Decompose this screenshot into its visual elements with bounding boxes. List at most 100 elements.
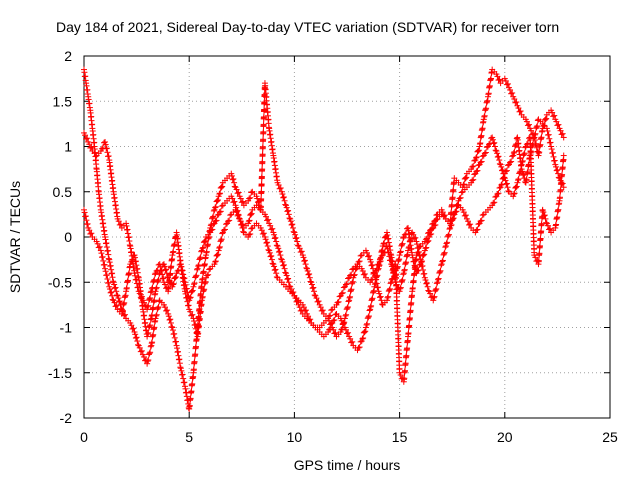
- data-point: [430, 212, 440, 227]
- data-point: [413, 261, 423, 277]
- data-point: [560, 152, 567, 159]
- data-point: [383, 280, 394, 304]
- data-point: [497, 161, 508, 181]
- data-point: [152, 271, 163, 295]
- y-tick-label: 0: [64, 229, 72, 245]
- data-point: [371, 266, 381, 290]
- data-point: [421, 274, 432, 294]
- data-point: [93, 166, 102, 194]
- data-point: [375, 252, 385, 268]
- plot-frame: [83, 55, 611, 419]
- data-point: [451, 201, 461, 218]
- data-point: [304, 310, 314, 323]
- data-point: [169, 273, 179, 290]
- data-point: [194, 301, 205, 340]
- data-point: [522, 116, 532, 129]
- data-point: [224, 212, 234, 227]
- y-tick-labels: 2 1.5 1 0.5 0 -0.5 -1 -1.5 -2: [48, 48, 72, 426]
- data-point: [308, 279, 318, 299]
- data-point: [165, 310, 175, 330]
- y-tick-label: -0.5: [48, 274, 72, 290]
- data-point: [375, 288, 386, 308]
- data-point: [556, 125, 566, 138]
- data-point: [371, 261, 381, 277]
- data-point: [409, 252, 419, 273]
- data-point: [514, 162, 525, 186]
- data-point: [484, 69, 495, 100]
- grid: [84, 56, 610, 418]
- data-point: [510, 183, 520, 200]
- data-point: [548, 107, 558, 120]
- data-point: [358, 328, 369, 345]
- data-point: [396, 271, 407, 295]
- data-point: [81, 66, 89, 84]
- data-point: [409, 229, 419, 242]
- data-point: [270, 261, 280, 280]
- y-tick-label: 2: [64, 48, 72, 64]
- data-point: [493, 184, 503, 200]
- data-point: [341, 298, 352, 322]
- data-point: [472, 221, 482, 236]
- data-point: [489, 194, 499, 209]
- x-tick-label: 0: [80, 429, 88, 445]
- x-tick-label: 15: [392, 429, 408, 445]
- data-point: [518, 144, 529, 168]
- data-point: [417, 251, 428, 268]
- data-point: [362, 307, 373, 331]
- data-point: [367, 287, 377, 313]
- data-point: [93, 238, 103, 251]
- data-point: [476, 118, 487, 150]
- y-tick-label: -2: [60, 410, 73, 426]
- data-point: [346, 266, 356, 281]
- data-point: [106, 157, 117, 192]
- data-point: [341, 275, 352, 290]
- data-point: [97, 206, 108, 238]
- data-point: [278, 188, 289, 208]
- data-point: [85, 93, 93, 111]
- data-point: [123, 220, 133, 249]
- x-tick-label: 25: [602, 429, 618, 445]
- data-point: [472, 147, 482, 164]
- data-point: [560, 184, 567, 191]
- data-points: [81, 66, 567, 412]
- data-point: [173, 229, 184, 264]
- chart-title: Day 184 of 2021, Sidereal Day-to-day VTE…: [56, 19, 559, 35]
- data-point: [510, 93, 520, 106]
- data-point: [169, 324, 179, 345]
- data-point: [346, 333, 356, 346]
- data-point: [463, 181, 473, 191]
- data-point: [287, 215, 297, 235]
- data-point: [552, 161, 562, 181]
- data-point: [102, 138, 112, 160]
- data-point: [95, 188, 104, 210]
- x-tick-label: 20: [497, 429, 513, 445]
- data-point: [186, 306, 196, 319]
- data-point: [539, 206, 550, 226]
- data-point: [556, 156, 567, 204]
- data-point: [400, 251, 411, 277]
- data-point: [97, 247, 108, 269]
- x-tick-label: 5: [185, 429, 193, 445]
- data-point: [367, 270, 377, 286]
- data-point: [160, 261, 171, 280]
- data-point: [362, 247, 373, 260]
- data-point: [472, 162, 482, 177]
- data-point: [501, 75, 511, 88]
- data-point: [527, 134, 538, 256]
- x-axis-label: GPS time / hours: [294, 457, 401, 473]
- data-point: [383, 243, 394, 264]
- data-point: [430, 216, 440, 231]
- y-tick-label: 1: [64, 139, 72, 155]
- data-point: [245, 189, 255, 204]
- data-point: [261, 234, 272, 253]
- data-point: [396, 369, 406, 382]
- data-point: [531, 117, 541, 141]
- data-point: [392, 256, 403, 281]
- data-point: [552, 116, 562, 129]
- y-tick-label: 1.5: [53, 93, 73, 109]
- data-point: [114, 292, 125, 312]
- data-point: [291, 229, 301, 249]
- data-point: [442, 226, 453, 250]
- data-point: [219, 177, 228, 186]
